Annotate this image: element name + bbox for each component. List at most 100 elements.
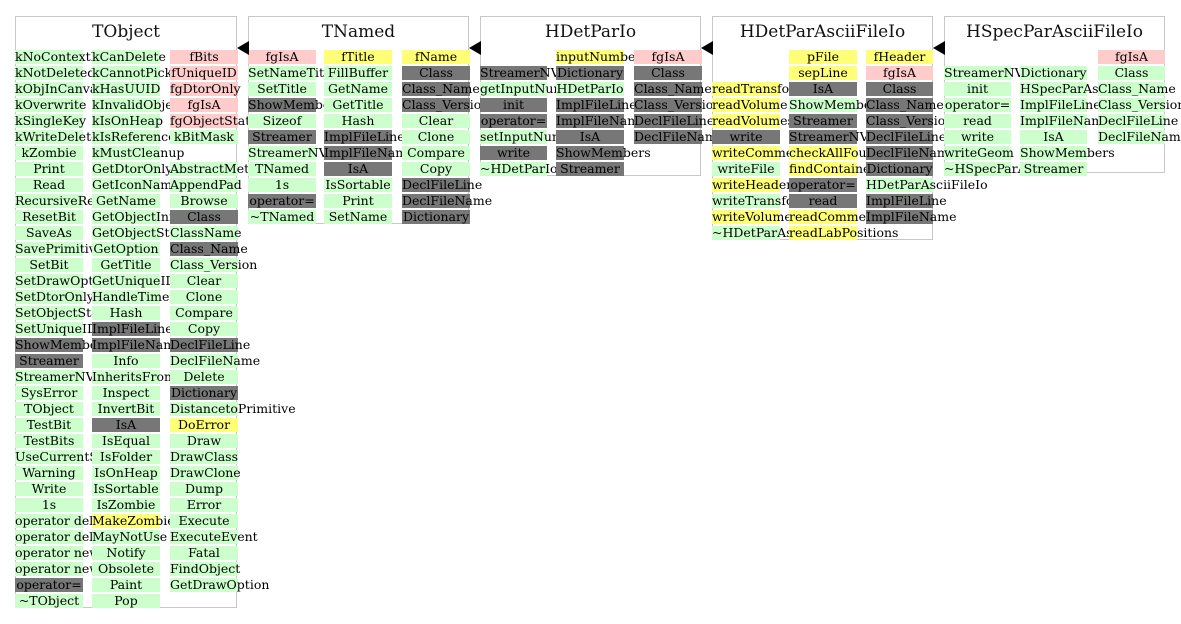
member-cell[interactable]: ShowMembers [556,145,651,160]
member-cell[interactable]: GetIconName [92,177,180,192]
member-cell[interactable]: MakeZombie [92,513,175,528]
member-cell[interactable]: write [480,146,547,160]
member-cell[interactable]: readVolume [712,97,788,112]
member-cell[interactable]: kOverwrite [15,97,87,112]
member-cell[interactable]: Inspect [92,386,160,400]
member-cell[interactable]: Clear [170,274,238,288]
member-cell[interactable]: Read [15,178,83,192]
member-cell[interactable]: operator= [480,113,547,128]
member-cell[interactable]: readComment [789,209,880,224]
member-cell[interactable]: HandleTimer [92,289,176,304]
member-cell[interactable]: Class_Name [170,241,248,256]
member-cell[interactable]: Notify [92,546,160,560]
member-cell[interactable]: ImplFileLine [556,97,637,112]
member-cell[interactable]: checkAllFound [789,145,883,160]
member-cell[interactable]: read [789,194,857,208]
member-cell[interactable]: operator= [15,577,83,592]
member-cell[interactable]: kZombie [15,146,83,160]
member-cell[interactable]: HDetParAsciiFileIo [866,177,988,192]
member-cell[interactable]: IsA [1020,130,1087,144]
member-cell[interactable]: Class [402,66,470,80]
member-cell[interactable]: kWriteDelete [15,129,99,144]
member-cell[interactable]: fUniqueID [170,65,238,80]
member-cell[interactable]: writeHeader [712,177,793,192]
member-cell[interactable]: kCannotPick [92,65,173,80]
member-cell[interactable]: GetObjectStat [92,225,183,240]
member-cell[interactable]: GetDrawOption [170,577,270,592]
member-cell[interactable]: ClassName [170,225,242,240]
member-cell[interactable]: DeclFileName [634,129,725,144]
member-cell[interactable]: fgIsA [248,50,316,64]
member-cell[interactable]: ~HDetParAsciiFileIo [712,225,845,240]
member-cell[interactable]: getInputNumber [480,81,587,96]
member-cell[interactable]: Class_Name [634,81,712,96]
member-cell[interactable]: DistancetoPrimitive [170,401,296,416]
member-cell[interactable]: ImplFileName [1020,113,1111,128]
member-cell[interactable]: ImplFileLine [866,193,947,208]
member-cell[interactable]: Browse [170,194,238,208]
member-cell[interactable]: Compare [170,306,238,320]
member-cell[interactable]: operator= [789,177,857,192]
member-cell[interactable]: Dump [170,482,238,496]
member-cell[interactable]: SetDtorOnly [15,289,94,304]
member-cell[interactable]: writeTransform [712,193,812,208]
member-cell[interactable]: ImplFileName [324,145,415,160]
member-cell[interactable]: SetObjectStat [15,305,104,320]
member-cell[interactable]: SaveAs [15,226,83,240]
member-cell[interactable]: kBitMask [170,130,238,144]
member-cell[interactable]: IsA [92,418,160,432]
member-cell[interactable]: Print [15,162,83,176]
member-cell[interactable]: Paint [92,578,160,592]
member-cell[interactable]: Class_Version [402,97,490,112]
member-cell[interactable]: SetBit [15,258,83,272]
member-cell[interactable]: 1s [15,498,83,512]
member-cell[interactable]: Copy [402,162,470,176]
member-cell[interactable]: TestBit [15,418,83,432]
member-cell[interactable]: InheritsFrom [92,369,176,384]
member-cell[interactable]: setInputNumber [480,129,586,144]
member-cell[interactable]: kIsOnHeap [92,113,163,128]
member-cell[interactable]: HDetParIo [556,81,624,96]
member-cell[interactable]: Fatal [170,546,238,560]
member-cell[interactable]: inputNumber [556,49,642,64]
member-cell[interactable]: ExecuteEvent [170,529,258,544]
member-cell[interactable]: fHeader [866,50,933,64]
member-cell[interactable]: IsA [556,130,624,144]
member-cell[interactable]: StreamerNVirtual [248,145,362,160]
member-cell[interactable]: Clear [402,114,470,128]
member-cell[interactable]: Class_Version [634,97,722,112]
member-cell[interactable]: kObjInCanvas [15,81,104,96]
member-cell[interactable]: RecursiveRemove [15,193,129,208]
member-cell[interactable]: Obsolete [92,562,160,576]
member-cell[interactable]: SysError [15,386,83,400]
member-cell[interactable]: Streamer [556,162,624,176]
member-cell[interactable]: DeclFileName [402,193,493,208]
member-cell[interactable]: HSpecParAsciiFileIo [1020,81,1151,96]
member-cell[interactable]: StreamerNVirtual [15,369,129,384]
member-cell[interactable]: SavePrimitive [15,241,104,256]
member-cell[interactable]: Dictionary [402,209,470,224]
member-cell[interactable]: ShowMembers [248,97,343,112]
member-cell[interactable]: operator= [944,97,1011,112]
member-cell[interactable]: MayNotUse [92,529,168,544]
member-cell[interactable]: DeclFileName [866,145,957,160]
member-cell[interactable]: writeGeom [944,145,1014,160]
member-cell[interactable]: ImplFileLine [324,129,405,144]
member-cell[interactable]: findContainer [789,161,877,176]
member-cell[interactable]: Hash [92,306,160,320]
member-cell[interactable]: AbstractMethod [170,161,273,176]
member-cell[interactable]: Streamer [15,354,83,368]
member-cell[interactable]: Clone [402,130,470,144]
member-cell[interactable]: DeclFileName [170,353,261,368]
member-cell[interactable]: fgIsA [866,66,933,80]
member-cell[interactable]: GetName [324,82,392,96]
member-cell[interactable]: TestBits [15,434,83,448]
member-cell[interactable]: readLabPositions [789,225,899,240]
member-cell[interactable]: DoError [170,418,238,432]
member-cell[interactable]: Execute [170,514,238,528]
member-cell[interactable]: ImplFileLine [1020,97,1101,112]
member-cell[interactable]: writeFile [712,162,780,176]
member-cell[interactable]: DeclFileName [1098,129,1181,144]
member-cell[interactable]: GetTitle [324,98,392,112]
member-cell[interactable]: fName [402,50,470,64]
